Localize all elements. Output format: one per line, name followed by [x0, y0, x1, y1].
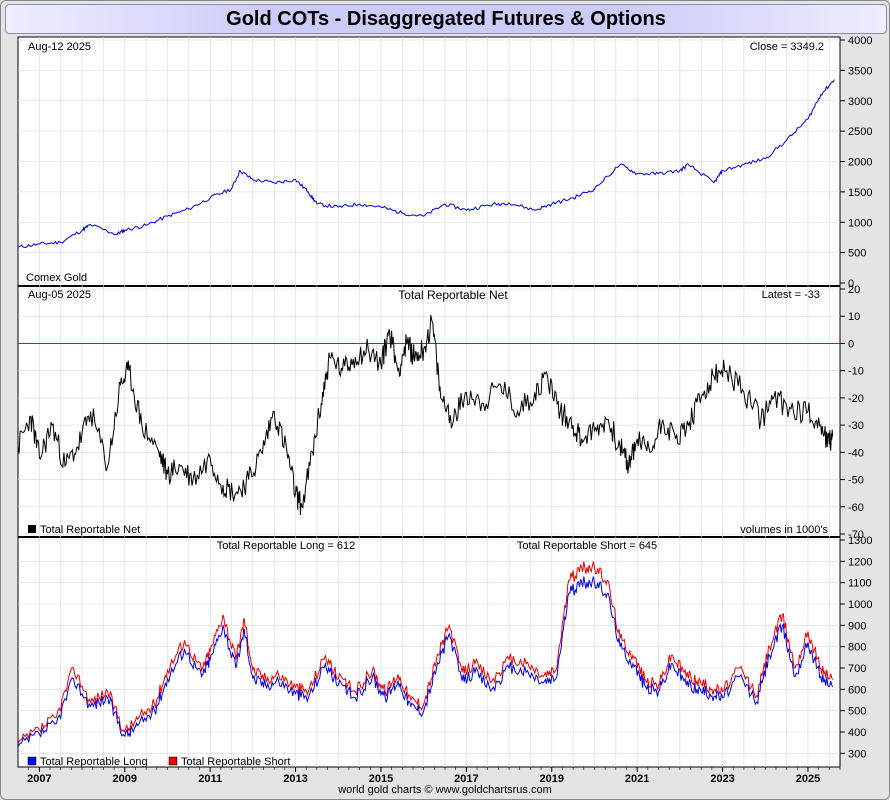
long-legend-swatch: [27, 756, 37, 766]
y-tick-label-1--30: -30: [848, 420, 864, 432]
y-tick-label-1--20: -20: [848, 393, 864, 405]
y-tick-label-2-600: 600: [848, 684, 866, 696]
y-tick-label-0-4000: 4000: [848, 35, 872, 47]
x-tick-label-2021: 2021: [625, 773, 649, 785]
y-tick-label-1--70: -70: [848, 529, 864, 541]
x-tick-label-2009: 2009: [113, 773, 137, 785]
series-total-reportable-short: [17, 561, 834, 744]
y-tick-label-2-500: 500: [848, 706, 866, 718]
y-tick-label-0-2500: 2500: [848, 126, 872, 138]
y-tick-label-1--60: -60: [848, 502, 864, 514]
x-tick-label-2015: 2015: [369, 773, 393, 785]
y-tick-label-0-3500: 3500: [848, 65, 872, 77]
title-bar: Gold COTs - Disaggregated Futures & Opti…: [5, 4, 887, 34]
y-tick-label-0-1000: 1000: [848, 217, 872, 229]
series-total-reportable-long: [17, 576, 834, 748]
y-tick-label-0-2000: 2000: [848, 157, 872, 169]
x-tick-label-2013: 2013: [283, 773, 307, 785]
y-tick-label-2-1200: 1200: [848, 556, 872, 568]
y-tick-label-2-300: 300: [848, 748, 866, 760]
long-title: Total Reportable Long = 612: [217, 540, 356, 552]
price-series-label: Comex Gold: [26, 272, 87, 284]
net-legend-label: Total Reportable Net: [40, 524, 140, 536]
series-comex-gold-price: [17, 79, 835, 249]
y-tick-label-1-0: 0: [848, 338, 854, 350]
y-tick-label-2-1000: 1000: [848, 599, 872, 611]
short-legend-swatch: [168, 756, 178, 766]
y-tick-label-2-1100: 1100: [848, 578, 872, 590]
x-tick-label-2019: 2019: [540, 773, 564, 785]
y-tick-label-1--10: -10: [848, 366, 864, 378]
y-tick-label-1-20: 20: [848, 284, 860, 296]
x-tick-label-2025: 2025: [796, 773, 820, 785]
y-tick-label-0-500: 500: [848, 248, 866, 260]
y-tick-label-1-10: 10: [848, 311, 860, 323]
footer-credit: world gold charts © www.goldchartsrus.co…: [338, 784, 552, 796]
x-tick-label-2023: 2023: [710, 773, 734, 785]
price-close-label: Close = 3349.2: [750, 41, 824, 53]
y-tick-label-1--40: -40: [848, 447, 864, 459]
y-tick-label-0-3000: 3000: [848, 96, 872, 108]
y-tick-label-0-1500: 1500: [848, 187, 872, 199]
net-title: Total Reportable Net: [398, 288, 508, 302]
short-title: Total Reportable Short = 645: [517, 540, 657, 552]
volume-unit-note: volumes in 1000's: [740, 524, 828, 536]
net-legend-swatch: [28, 525, 36, 533]
x-tick-label-2011: 2011: [198, 773, 222, 785]
series-total-reportable-net: [17, 315, 834, 516]
y-tick-label-2-700: 700: [848, 663, 866, 675]
net-panel: [17, 285, 841, 538]
y-tick-label-1--50: -50: [848, 475, 864, 487]
net-date-label: Aug-05 2025: [28, 289, 91, 301]
long-legend-label: Total Reportable Long: [40, 756, 148, 768]
x-tick-label-2007: 2007: [27, 773, 51, 785]
price-date-label: Aug-12 2025: [28, 41, 91, 53]
net-latest-label: Latest = -33: [762, 289, 820, 301]
page-title: Gold COTs - Disaggregated Futures & Opti…: [226, 8, 666, 30]
oi-panel: [17, 536, 841, 768]
short-legend-label: Total Reportable Short: [181, 756, 290, 768]
y-tick-label-2-800: 800: [848, 642, 866, 654]
y-tick-label-2-1300: 1300: [848, 535, 872, 547]
y-tick-label-0-0: 0: [848, 278, 854, 290]
y-tick-label-2-900: 900: [848, 620, 866, 632]
y-tick-label-2-400: 400: [848, 727, 866, 739]
x-tick-label-2017: 2017: [454, 773, 478, 785]
